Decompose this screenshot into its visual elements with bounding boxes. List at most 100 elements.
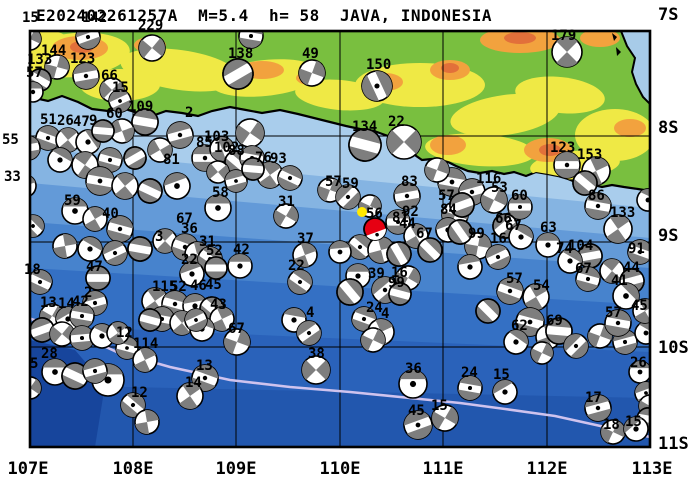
focal-mechanism-ball[interactable] xyxy=(631,318,661,348)
focal-mechanism-ball[interactable] xyxy=(61,197,89,225)
focal-mechanism-ball[interactable] xyxy=(42,52,71,81)
focal-mechanism-ball[interactable] xyxy=(559,329,593,363)
focal-mechanism-ball[interactable] xyxy=(84,165,116,197)
focal-mechanism-ball[interactable] xyxy=(357,324,389,356)
focal-mechanism-ball[interactable] xyxy=(398,369,428,399)
focal-mechanism-ball[interactable] xyxy=(23,81,44,103)
focal-mechanism-ball[interactable] xyxy=(554,245,587,278)
focal-mechanism-ball[interactable] xyxy=(546,31,588,73)
focal-mechanism-ball[interactable] xyxy=(328,240,352,264)
focal-mechanism-ball[interactable] xyxy=(270,200,303,233)
focal-mechanism-ball[interactable] xyxy=(68,302,96,330)
focal-mechanism-ball[interactable] xyxy=(385,209,411,235)
focal-mechanism-ball[interactable] xyxy=(535,232,561,258)
focal-mechanism-ball[interactable] xyxy=(456,374,484,402)
focal-mechanism-ball[interactable] xyxy=(392,181,422,211)
focal-mechanism-ball[interactable] xyxy=(477,183,512,218)
focal-mechanism-ball[interactable] xyxy=(582,392,614,424)
focal-mechanism-ball[interactable] xyxy=(24,266,56,298)
focal-mechanism-ball[interactable] xyxy=(79,203,112,236)
focal-mechanism-ball[interactable] xyxy=(107,168,144,205)
focal-mechanism-ball[interactable] xyxy=(422,155,453,186)
focal-mechanism-ball[interactable] xyxy=(177,259,208,290)
focal-mechanism-ball[interactable] xyxy=(489,376,522,409)
focal-mechanism-ball[interactable] xyxy=(553,151,581,179)
focal-mechanism-ball[interactable] xyxy=(134,175,166,207)
focal-mechanism-ball[interactable] xyxy=(51,232,79,260)
focal-mechanism-ball[interactable] xyxy=(181,305,210,334)
focal-mechanism-ball[interactable] xyxy=(527,338,556,367)
focal-mechanism-ball[interactable] xyxy=(505,221,538,254)
focal-mechanism-ball[interactable] xyxy=(58,359,93,394)
focal-mechanism-ball[interactable] xyxy=(471,294,505,328)
focal-mechanism-ball[interactable] xyxy=(331,180,365,214)
highlighted-mechanism[interactable] xyxy=(361,215,389,243)
focal-mechanism-ball[interactable] xyxy=(274,162,306,194)
focal-mechanism-ball[interactable] xyxy=(597,416,629,448)
focal-mechanism-ball[interactable] xyxy=(387,281,414,308)
focal-mechanism-ball[interactable] xyxy=(220,325,253,358)
focal-mechanism-ball[interactable] xyxy=(583,191,613,221)
focal-mechanism-ball[interactable] xyxy=(482,241,514,273)
focal-mechanism-ball[interactable] xyxy=(603,308,633,338)
focal-mechanism-ball[interactable] xyxy=(218,54,259,95)
focal-mechanism-ball[interactable] xyxy=(227,253,253,279)
focal-mechanism-ball[interactable] xyxy=(595,254,629,288)
focal-mechanism-ball[interactable] xyxy=(292,316,325,349)
focal-mechanism-ball[interactable] xyxy=(74,233,107,266)
focal-mechanism-ball[interactable] xyxy=(103,318,134,349)
focal-mechanism-ball[interactable] xyxy=(400,407,436,443)
focal-mechanism-ball[interactable] xyxy=(164,119,196,151)
focal-mechanism-ball[interactable] xyxy=(120,143,150,173)
focal-mechanism-ball[interactable] xyxy=(204,256,228,280)
focal-mechanism-ball[interactable] xyxy=(104,213,136,245)
focal-mechanism-ball[interactable] xyxy=(283,265,316,298)
focal-mechanism-ball[interactable] xyxy=(137,307,164,334)
focal-mechanism-ball[interactable] xyxy=(116,388,150,422)
focal-mechanism-ball[interactable] xyxy=(188,361,221,394)
focal-mechanism-ball[interactable] xyxy=(413,233,447,267)
focal-mechanism-ball[interactable] xyxy=(599,210,638,249)
focal-mechanism-ball[interactable] xyxy=(95,73,129,107)
focal-mechanism-ball[interactable] xyxy=(99,237,131,269)
focal-mechanism-ball[interactable] xyxy=(105,86,134,115)
focal-mechanism-ball[interactable] xyxy=(427,400,463,436)
focal-mechanism-ball[interactable] xyxy=(573,264,602,293)
focal-mechanism-ball[interactable] xyxy=(345,125,384,164)
focal-mechanism-ball[interactable] xyxy=(33,123,64,154)
focal-mechanism-ball[interactable] xyxy=(296,350,336,390)
focal-mechanism-ball[interactable] xyxy=(206,303,238,335)
focal-mechanism-ball[interactable] xyxy=(15,24,44,53)
focal-mechanism-ball[interactable] xyxy=(71,61,101,91)
focal-mechanism-ball[interactable] xyxy=(518,279,554,315)
focal-mechanism-ball[interactable] xyxy=(133,408,161,436)
focal-mechanism-ball[interactable] xyxy=(545,317,573,345)
focal-mechanism-ball[interactable] xyxy=(223,168,250,195)
focal-mechanism-ball[interactable] xyxy=(447,190,478,221)
focal-mechanism-ball[interactable] xyxy=(80,356,109,385)
focal-mechanism-ball[interactable] xyxy=(380,118,428,166)
focal-mechanism-ball[interactable] xyxy=(456,253,484,281)
focal-mechanism-ball[interactable] xyxy=(241,157,265,181)
focal-mechanism-ball[interactable] xyxy=(629,295,662,328)
focal-mechanism-ball[interactable] xyxy=(443,215,476,248)
focal-mechanism-ball[interactable] xyxy=(463,231,493,261)
focal-mechanism-ball[interactable] xyxy=(619,412,653,446)
focal-mechanism-ball[interactable] xyxy=(493,274,526,307)
focal-mechanism-ball[interactable] xyxy=(69,325,95,351)
focal-mechanism-ball[interactable] xyxy=(107,116,138,147)
focal-mechanism-ball[interactable] xyxy=(568,166,602,200)
focal-mechanism-ball[interactable] xyxy=(290,240,321,271)
focal-mechanism-ball[interactable] xyxy=(44,144,77,177)
focal-mechanism-ball[interactable] xyxy=(129,344,161,376)
focal-mechanism-ball[interactable] xyxy=(499,325,532,358)
focal-mechanism-ball[interactable] xyxy=(357,66,397,106)
focal-mechanism-ball[interactable] xyxy=(160,169,193,202)
focal-mechanism-ball[interactable] xyxy=(130,107,160,137)
focal-mechanism-ball[interactable] xyxy=(85,265,111,291)
focal-mechanism-ball[interactable] xyxy=(383,238,416,271)
focal-mechanism-ball[interactable] xyxy=(507,194,533,220)
focal-mechanism-ball[interactable] xyxy=(204,194,232,222)
focal-mechanism-ball[interactable] xyxy=(608,278,645,315)
